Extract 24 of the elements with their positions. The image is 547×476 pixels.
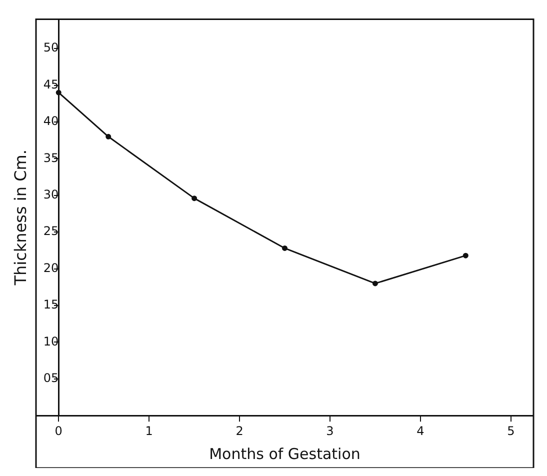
y-tick-label: 40: [43, 114, 59, 128]
y-tick-label: 45: [43, 77, 59, 92]
point: [56, 90, 62, 96]
x-tick-label: 4: [416, 424, 424, 438]
point: [192, 196, 198, 202]
x-tick-label: 2: [236, 424, 244, 438]
point: [372, 280, 378, 286]
y-axis-title: Thickness in Cm.: [11, 150, 30, 286]
x-tick-label: 0: [54, 424, 62, 438]
x-tick-label: 3: [326, 424, 334, 438]
y-tick-label: 30: [43, 188, 59, 202]
y-tick-label: 50: [43, 40, 59, 55]
y-tick-label: 15: [43, 298, 59, 312]
x-axis-title: Months of Gestation: [209, 444, 360, 463]
point: [282, 245, 288, 251]
y-tick-label: 20: [43, 260, 59, 275]
y-tick-label: 35: [43, 150, 59, 165]
y-tick-label: 10: [43, 334, 59, 348]
x-tick-label: 1: [145, 424, 153, 438]
y-tick-label: 05: [43, 371, 59, 386]
point: [106, 134, 112, 140]
y-tick-label: 25: [43, 224, 59, 238]
point: [462, 252, 468, 258]
x-tick-label: 5: [507, 424, 515, 438]
